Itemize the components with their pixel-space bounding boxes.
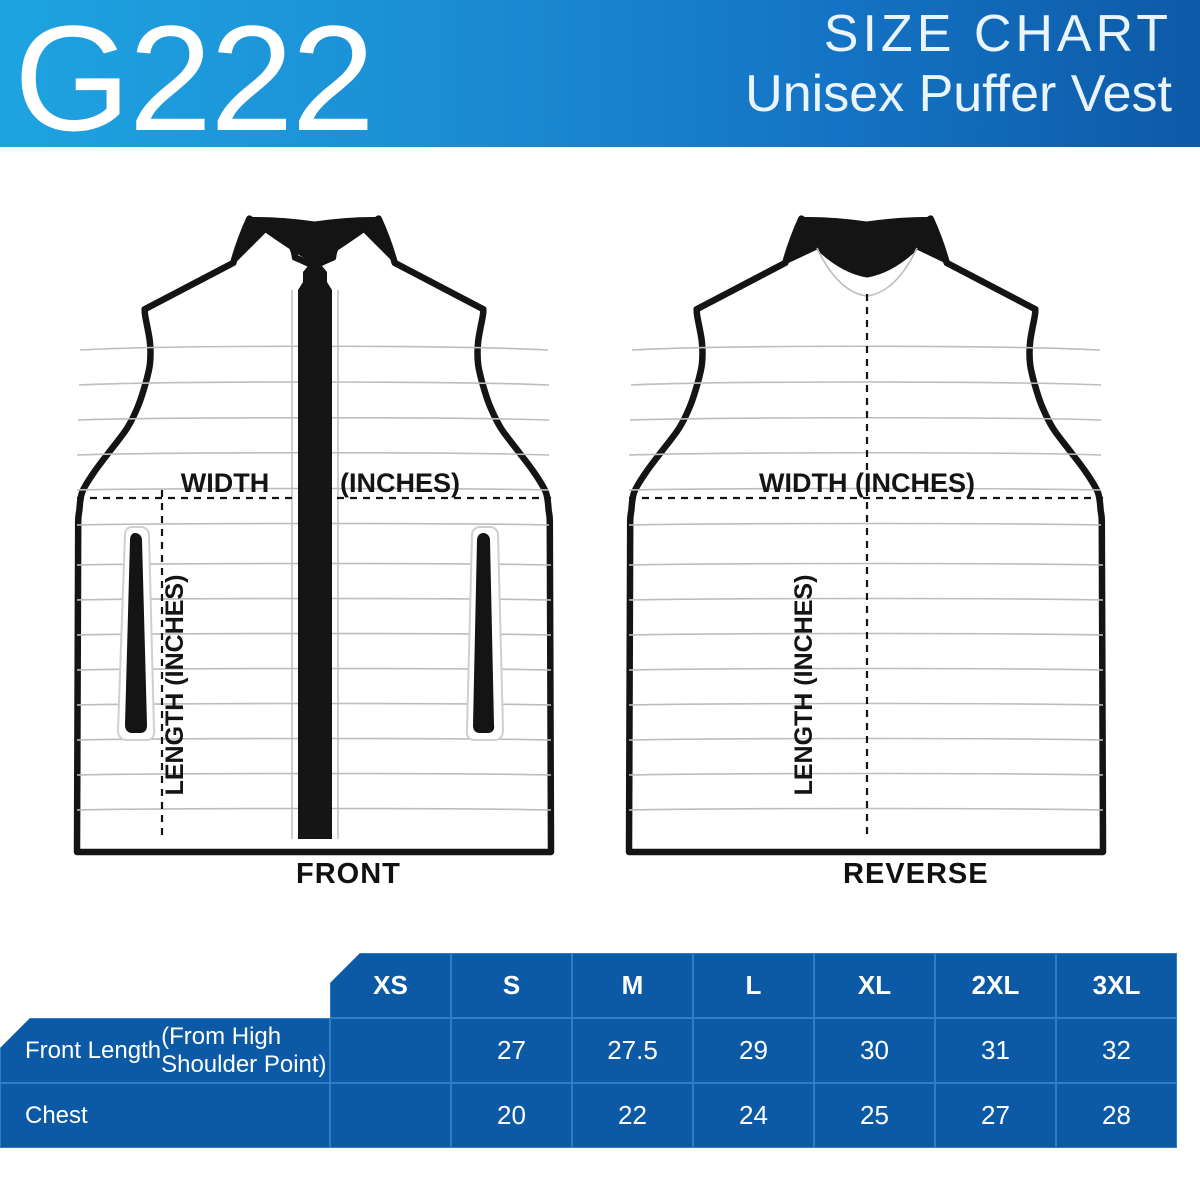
- svg-text:LENGTH (INCHES): LENGTH (INCHES): [161, 575, 189, 796]
- svg-text:WIDTH: WIDTH: [181, 468, 269, 498]
- svg-text:LENGTH (INCHES): LENGTH (INCHES): [790, 575, 818, 796]
- svg-text:WIDTH (INCHES): WIDTH (INCHES): [759, 468, 975, 498]
- svg-text:(INCHES): (INCHES): [340, 468, 460, 498]
